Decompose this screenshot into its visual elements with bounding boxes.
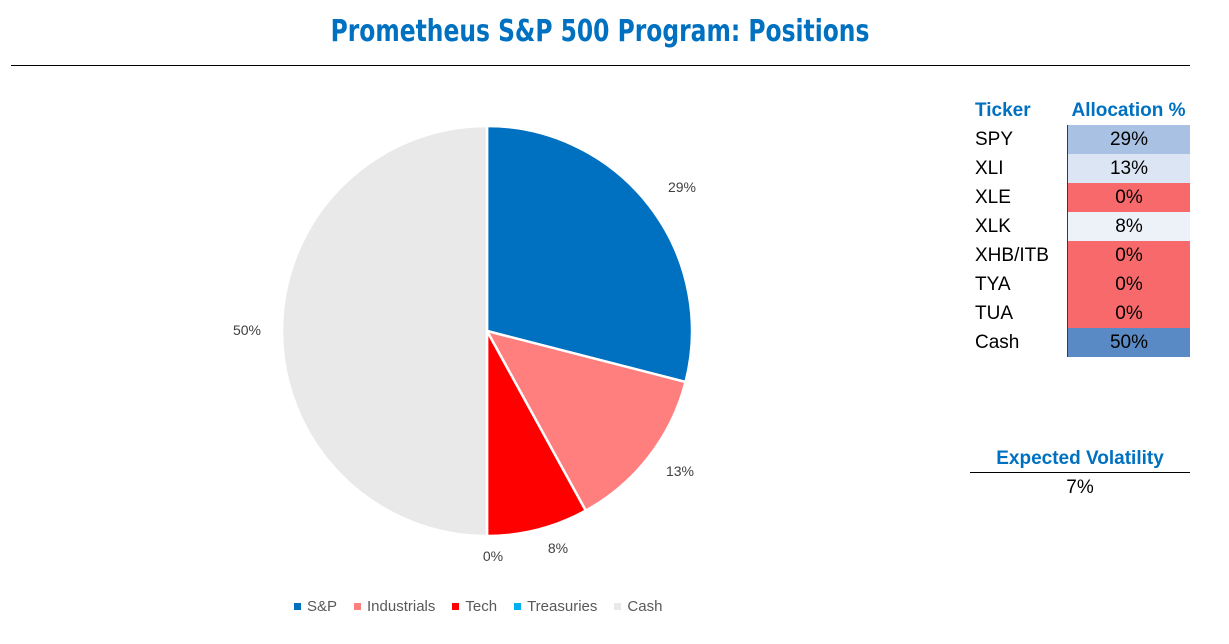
allocation-cell: 0%	[1067, 241, 1190, 270]
allocation-cell: 50%	[1067, 328, 1190, 357]
expected-volatility: Expected Volatility 7%	[970, 446, 1190, 499]
table-row: XLI 13%	[970, 154, 1190, 183]
allocation-table-body: SPY 29% XLI 13% XLE 0% XLK 8% XHB/ITB 0% TYA 0% TUA 0…	[970, 125, 1190, 357]
allocation-table: Ticker Allocation % SPY 29% XLI 13% XLE 0% XLK…	[970, 97, 1190, 357]
data-label: 13%	[666, 463, 694, 479]
legend-swatch	[614, 603, 622, 610]
allocation-table-header: Ticker Allocation %	[970, 97, 1190, 125]
allocation-cell: 0%	[1067, 183, 1190, 212]
data-label: 0%	[483, 548, 503, 564]
pie-slice	[280, 124, 489, 538]
table-row: XHB/ITB 0%	[970, 241, 1190, 270]
legend-item: S&P	[294, 598, 337, 615]
data-label: 8%	[548, 540, 568, 556]
pie-chart: 29% 13% 8% 0% 50%	[233, 124, 696, 564]
legend-swatch	[452, 603, 460, 610]
legend-item: Cash	[614, 598, 662, 615]
ticker-cell: SPY	[975, 128, 1014, 150]
legend-label: Industrials	[367, 598, 436, 615]
data-label: 29%	[668, 179, 696, 195]
table-row: XLE 0%	[970, 183, 1190, 212]
legend-item: Industrials	[354, 598, 435, 615]
ticker-cell: Cash	[975, 331, 1020, 353]
legend-item: Tech	[452, 598, 497, 615]
ticker-cell: XLK	[975, 215, 1011, 237]
table-row: XLK 8%	[970, 212, 1190, 241]
pie-slice	[485, 330, 588, 538]
table-row: TYA 0%	[970, 270, 1190, 299]
chart-legend: S&P Industrials Tech Treasuries Cash	[294, 598, 662, 615]
ticker-cell: TYA	[975, 273, 1011, 295]
ticker-cell: XHB/ITB	[975, 244, 1049, 266]
allocation-cell: 0%	[1067, 270, 1190, 299]
title-divider	[11, 65, 1190, 66]
table-row: TUA 0%	[970, 299, 1190, 328]
table-row: Cash 50%	[970, 328, 1190, 357]
legend-label: S&P	[307, 598, 338, 615]
allocation-cell: 8%	[1067, 212, 1190, 241]
legend-label: Tech	[465, 598, 498, 615]
legend-swatch	[514, 603, 522, 610]
legend-swatch	[294, 603, 301, 610]
legend-item: Treasuries	[514, 598, 597, 615]
legend-swatch	[354, 603, 362, 610]
expected-volatility-label: Expected Volatility	[996, 448, 1164, 469]
ticker-header: Ticker	[975, 100, 1031, 121]
expected-volatility-rule	[970, 472, 1190, 473]
ticker-cell: XLE	[975, 186, 1011, 208]
allocation-cell: 29%	[1067, 125, 1190, 154]
expected-volatility-value: 7%	[1066, 477, 1094, 498]
ticker-cell: TUA	[975, 302, 1013, 324]
allocation-cell: 13%	[1067, 154, 1190, 183]
pie-slice	[485, 124, 694, 384]
ticker-cell: XLI	[975, 157, 1004, 179]
data-label: 50%	[233, 322, 261, 338]
table-row: SPY 29%	[970, 125, 1190, 154]
allocation-cell: 0%	[1067, 299, 1190, 328]
allocation-header: Allocation %	[1071, 100, 1186, 121]
legend-label: Treasuries	[527, 598, 598, 615]
pie-slice	[484, 329, 688, 513]
legend-label: Cash	[627, 598, 663, 615]
page-title: Prometheus S&P 500 Program: Positions	[330, 14, 870, 49]
